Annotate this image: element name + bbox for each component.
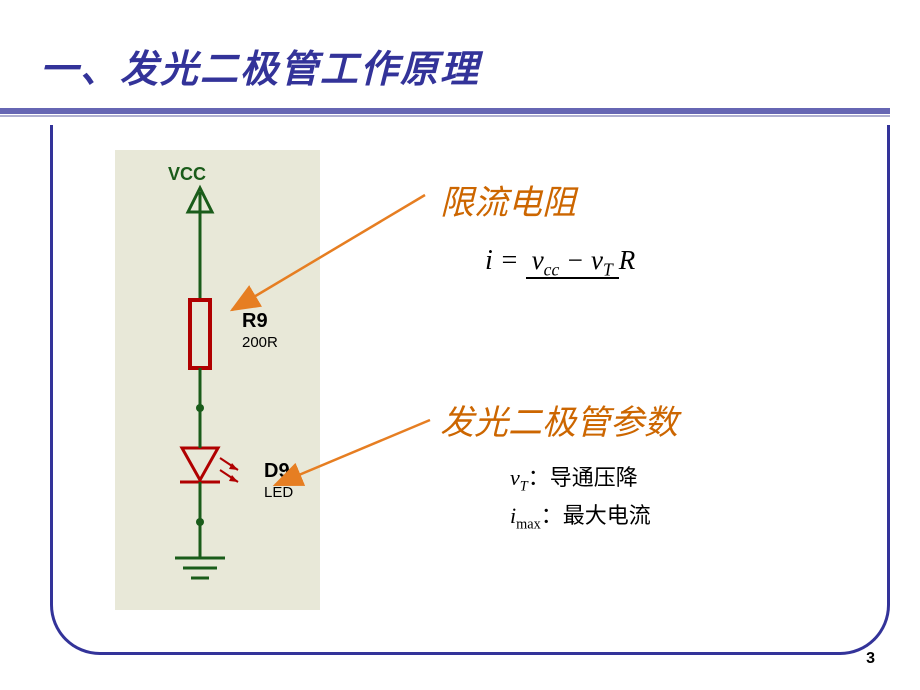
formula-denominator: R	[619, 243, 636, 275]
header-sub-underline	[0, 115, 890, 117]
parameter-vt: vT：导通压降	[510, 460, 638, 495]
formula-fraction: vcc − vTR	[526, 245, 636, 280]
led-annotation: 发光二极管参数	[440, 395, 678, 444]
resistor-value: 200R	[242, 334, 278, 351]
resistor-ref: R9	[242, 310, 268, 333]
formula-lhs: i	[485, 245, 493, 276]
led-type: LED	[264, 484, 293, 501]
parameter-imax: imax：最大电流	[510, 498, 651, 533]
vcc-label: VCC	[168, 164, 206, 185]
circuit-diagram	[115, 150, 320, 610]
formula-numerator: vcc − vT	[526, 245, 619, 279]
slide-title: 一、发光二极管工作原理	[40, 38, 480, 93]
resistor-annotation: 限流电阻	[440, 175, 576, 224]
led-ref: D9	[264, 460, 290, 483]
header-underline	[0, 108, 890, 114]
page-number: 3	[866, 650, 875, 668]
current-formula: i = vcc − vTR	[485, 245, 635, 280]
slide-header: 一、发光二极管工作原理	[0, 0, 920, 125]
